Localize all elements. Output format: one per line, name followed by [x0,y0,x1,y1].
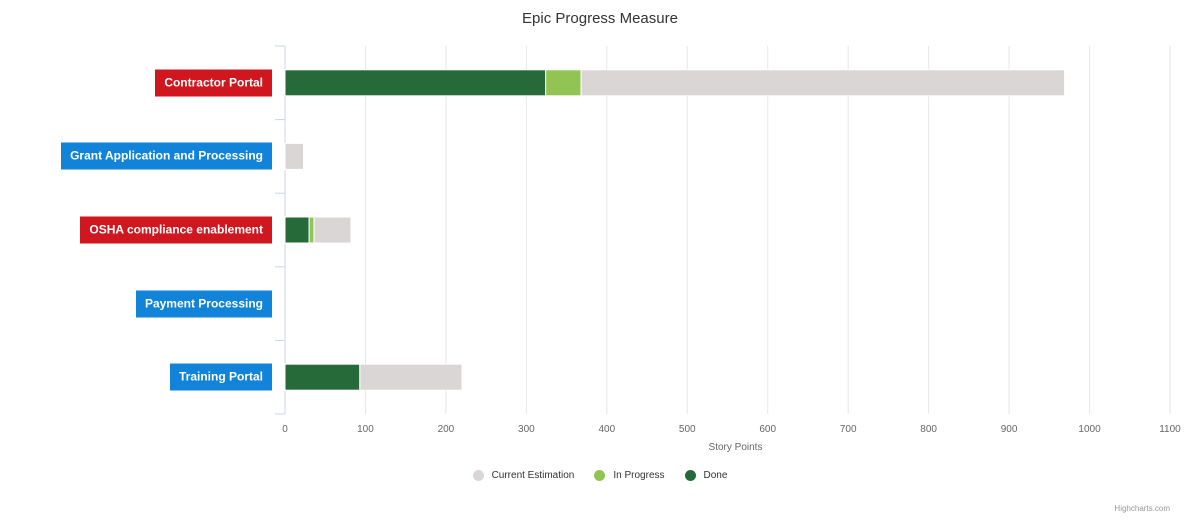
legend-item[interactable]: In Progress [594,470,665,481]
x-tick-label: 900 [1001,424,1018,435]
category-label: Payment Processing [135,290,272,318]
category-label: Grant Application and Processing [61,142,272,170]
legend-marker-icon [472,470,484,481]
bar-segment [308,216,315,244]
x-tick-label: 1100 [1159,424,1181,435]
bar-segment [284,69,547,97]
chart-title: Epic Progress Measure [522,10,678,27]
category-label: OSHA compliance enablement [80,216,272,244]
x-tick-label: 700 [840,424,857,435]
x-tick-label: 500 [679,424,696,435]
legend: Current Estimation In Progress Done [0,470,1200,481]
legend-label: In Progress [613,470,665,481]
legend-label: Current Estimation [491,470,575,481]
legend-marker-icon [684,470,696,481]
credits-link[interactable]: Highcharts.com [1114,504,1170,513]
legend-item[interactable]: Current Estimation [472,470,575,481]
legend-label: Done [703,470,728,481]
x-tick-label: 400 [598,424,615,435]
bar-segment [284,216,310,244]
bar-segment [580,69,1066,97]
bar-segment [284,363,361,391]
legend-marker-icon [594,470,606,481]
x-tick-label: 100 [357,424,374,435]
x-tick-label: 0 [282,424,288,435]
bar-segment [313,216,352,244]
x-tick-label: 300 [518,424,535,435]
x-tick-label: 600 [759,424,776,435]
bar-segment [545,69,582,97]
x-tick-label: 200 [438,424,455,435]
legend-item[interactable]: Done [684,470,728,481]
x-tick-label: 1000 [1078,424,1101,435]
category-label: Contractor Portal [155,69,272,97]
bar-segment [284,142,305,170]
x-tick-label: 800 [920,424,937,435]
category-label: Training Portal [169,363,272,391]
bar-segment [359,363,463,391]
x-axis-title: Story Points [709,442,763,453]
